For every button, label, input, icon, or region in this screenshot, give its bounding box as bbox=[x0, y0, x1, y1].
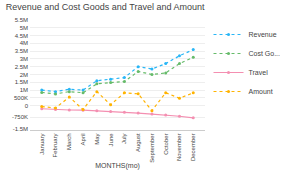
svg-text:October: October bbox=[163, 133, 169, 154]
svg-text:3.5M: 3.5M bbox=[15, 48, 28, 54]
svg-text:MONTHS(mo): MONTHS(mo) bbox=[95, 162, 140, 170]
svg-text:500K: 500K bbox=[14, 95, 28, 101]
svg-text:0: 0 bbox=[25, 103, 29, 109]
svg-text:February: February bbox=[52, 133, 58, 157]
svg-text:Revenue: Revenue bbox=[249, 31, 277, 38]
svg-text:Travel: Travel bbox=[249, 69, 269, 76]
svg-text:4M: 4M bbox=[20, 40, 28, 46]
svg-text:-1.5M: -1.5M bbox=[13, 126, 28, 132]
svg-text:July: July bbox=[121, 133, 127, 144]
svg-text:September: September bbox=[149, 133, 155, 162]
svg-text:Cost Go...: Cost Go... bbox=[249, 50, 281, 57]
svg-text:2M: 2M bbox=[20, 72, 28, 78]
svg-text:January: January bbox=[39, 133, 45, 154]
svg-text:Revenue and Cost Goods and Tra: Revenue and Cost Goods and Travel and Am… bbox=[6, 2, 205, 12]
svg-text:1M: 1M bbox=[20, 87, 28, 93]
svg-text:Amount: Amount bbox=[249, 88, 273, 95]
svg-text:December: December bbox=[190, 133, 196, 161]
svg-text:June: June bbox=[108, 133, 114, 147]
svg-text:April: April bbox=[80, 133, 86, 145]
svg-text:3M: 3M bbox=[20, 56, 28, 62]
svg-text:4.5M: 4.5M bbox=[15, 33, 28, 39]
svg-text:5.5M: 5.5M bbox=[15, 17, 28, 23]
svg-text:2.5M: 2.5M bbox=[15, 64, 28, 70]
svg-text:August: August bbox=[135, 133, 141, 152]
svg-text:-750K: -750K bbox=[12, 114, 28, 120]
svg-text:November: November bbox=[176, 133, 182, 161]
svg-text:March: March bbox=[66, 133, 72, 150]
svg-text:5M: 5M bbox=[20, 25, 28, 31]
svg-text:1.5M: 1.5M bbox=[15, 79, 28, 85]
svg-text:May: May bbox=[94, 133, 100, 144]
